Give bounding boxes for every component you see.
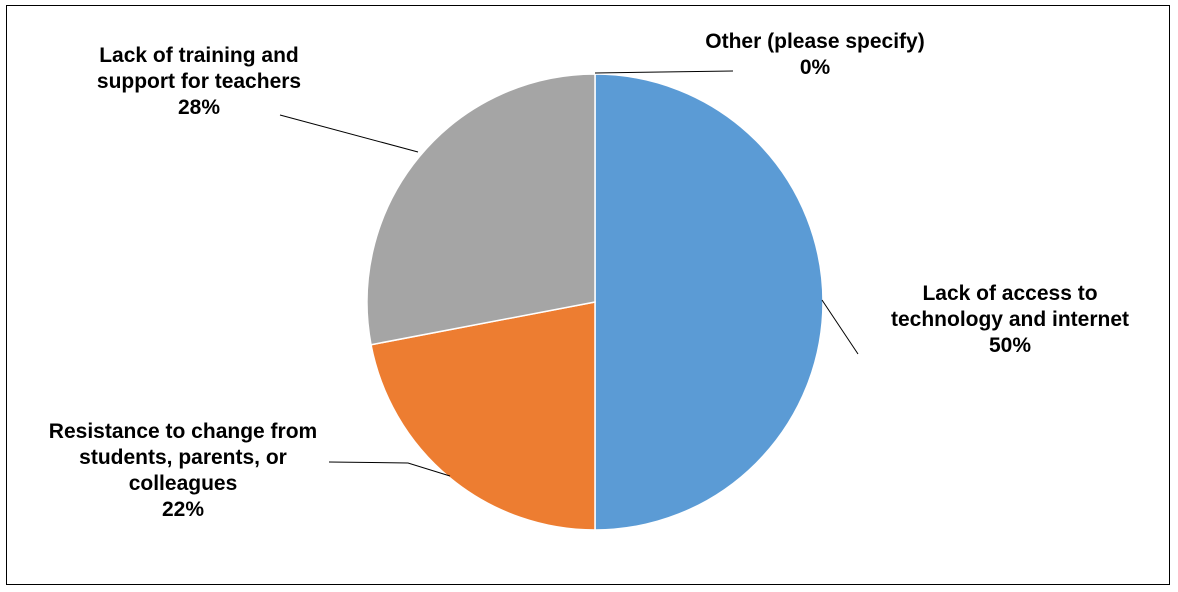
leader-lines — [279, 70, 859, 477]
data-label-percent: 0% — [800, 56, 831, 79]
data-label-other-please-specify: Other (please specify) 0% — [705, 30, 924, 79]
data-label-percent: 22% — [162, 498, 204, 521]
data-label-text: technology and internet — [891, 308, 1129, 331]
data-labels: Lack of access to technology and internet… — [49, 30, 1129, 521]
data-label-lack-of-access-to-technology-and-internet: Lack of access to technology and internet… — [891, 282, 1129, 357]
pie-slice-resistance-to-change-from-students-parents-or-colleagues — [370, 301, 596, 531]
leader-line-other-please-specify — [594, 70, 734, 74]
data-label-text: Other (please specify) — [705, 30, 924, 53]
data-label-lack-of-training-and-support-for-teachers: Lack of training and support for teachers… — [97, 44, 301, 119]
data-label-text: Resistance to change from — [49, 420, 317, 443]
leader-line-lack-of-training-and-support-for-teachers — [279, 114, 419, 153]
pie-slice-lack-of-training-and-support-for-teachers — [366, 73, 596, 346]
data-label-percent: 50% — [989, 334, 1031, 357]
leader-line-resistance-to-change-from-students-parents-or-colleagues — [328, 461, 451, 477]
leader-line-lack-of-access-to-technology-and-internet — [821, 299, 859, 355]
data-label-text: Lack of access to — [922, 282, 1097, 305]
data-label-text: colleagues — [129, 472, 238, 495]
data-label-text: support for teachers — [97, 70, 301, 93]
data-label-percent: 28% — [178, 96, 220, 119]
data-label-text: Lack of training and — [99, 44, 299, 67]
data-label-resistance-to-change-from-students-parents-or-colleagues: Resistance to change from students, paren… — [49, 420, 317, 521]
data-label-text: students, parents, or — [79, 446, 287, 469]
pie-slice-lack-of-access-to-technology-and-internet — [594, 73, 824, 531]
pie-slices — [366, 73, 824, 531]
